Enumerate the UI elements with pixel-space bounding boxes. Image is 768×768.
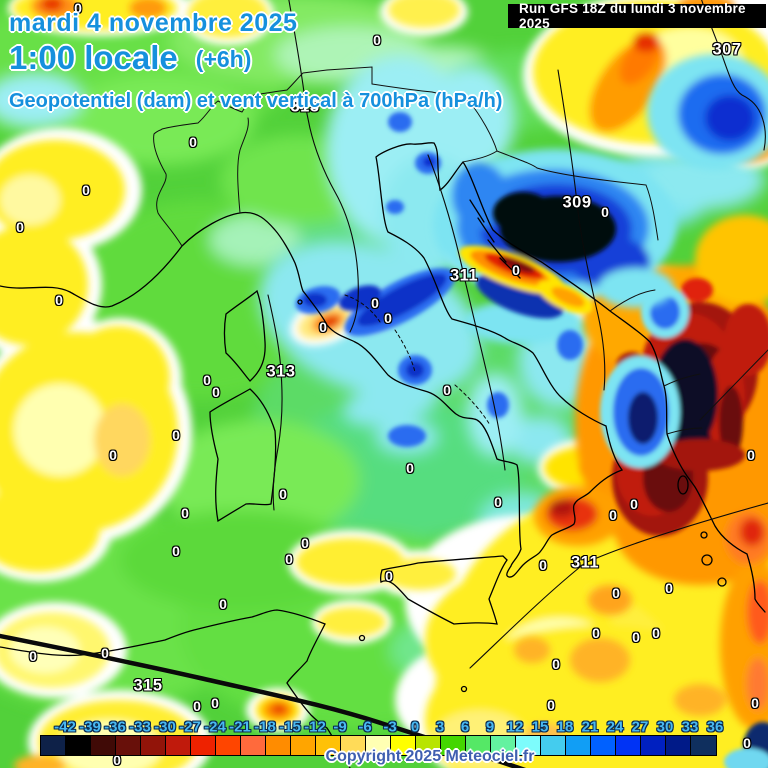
- scale-cell--21: [216, 736, 241, 755]
- scale-cell-15: [516, 736, 541, 755]
- scale-cell--33: [116, 736, 141, 755]
- scale-cell-6: [441, 736, 466, 755]
- scale-label: 0: [410, 718, 420, 736]
- scale-label: -24: [204, 718, 226, 736]
- color-scale-cells: [40, 735, 717, 756]
- scale-label: 27: [631, 718, 649, 736]
- scale-label: -15: [279, 718, 301, 736]
- scale-label: -27: [179, 718, 201, 736]
- scale-cell-3: [416, 736, 441, 755]
- scale-cell--24: [191, 736, 216, 755]
- scale-cell--9: [316, 736, 341, 755]
- balkans-extremes: [600, 278, 768, 536]
- scale-label: 15: [531, 718, 549, 736]
- coastlines: [0, 142, 766, 768]
- scale-label: 24: [606, 718, 624, 736]
- scale-cell-12: [491, 736, 516, 755]
- scale-label: 9: [485, 718, 495, 736]
- scale-cell--12: [291, 736, 316, 755]
- scale-label: 18: [556, 718, 574, 736]
- scale-label: -18: [254, 718, 276, 736]
- scale-cell--42: [41, 736, 66, 755]
- scale-cell-0: [391, 736, 416, 755]
- scale-label: 6: [460, 718, 470, 736]
- scale-cell--27: [166, 736, 191, 755]
- scale-cell-18: [541, 736, 566, 755]
- adriatic-core: [459, 192, 768, 768]
- scale-cell--15: [266, 736, 291, 755]
- scale-cell-33: [666, 736, 691, 755]
- scale-cell-21: [566, 736, 591, 755]
- scale-label: 21: [581, 718, 599, 736]
- scale-label: -12: [304, 718, 326, 736]
- scale-label: -21: [229, 718, 251, 736]
- scale-label: 36: [706, 718, 724, 736]
- scale-label: -42: [54, 718, 76, 736]
- scale-label: -33: [129, 718, 151, 736]
- scale-label: -30: [154, 718, 176, 736]
- scale-cell--39: [66, 736, 91, 755]
- scale-cell--30: [141, 736, 166, 755]
- scale-cell--6: [341, 736, 366, 755]
- scale-cell-9: [466, 736, 491, 755]
- scale-label: -39: [79, 718, 101, 736]
- scale-cell-36: [691, 736, 716, 755]
- scale-label: 12: [506, 718, 524, 736]
- scale-cell-24: [591, 736, 616, 755]
- scale-label: 3: [435, 718, 445, 736]
- scale-label: -6: [358, 718, 372, 736]
- scale-cell-27: [616, 736, 641, 755]
- scale-label: 30: [656, 718, 674, 736]
- scale-label: -36: [104, 718, 126, 736]
- scale-label: 33: [681, 718, 699, 736]
- borders: [153, 66, 768, 435]
- scale-cell-30: [641, 736, 666, 755]
- scale-cell--18: [241, 736, 266, 755]
- scale-label: -3: [383, 718, 397, 736]
- scale-cell--36: [91, 736, 116, 755]
- scale-label: -9: [333, 718, 347, 736]
- central-blue-spots: [295, 112, 583, 447]
- scale-cell--3: [366, 736, 391, 755]
- model-run-info: Run GFS 18Z du lundi 3 novembre 2025: [508, 1, 766, 31]
